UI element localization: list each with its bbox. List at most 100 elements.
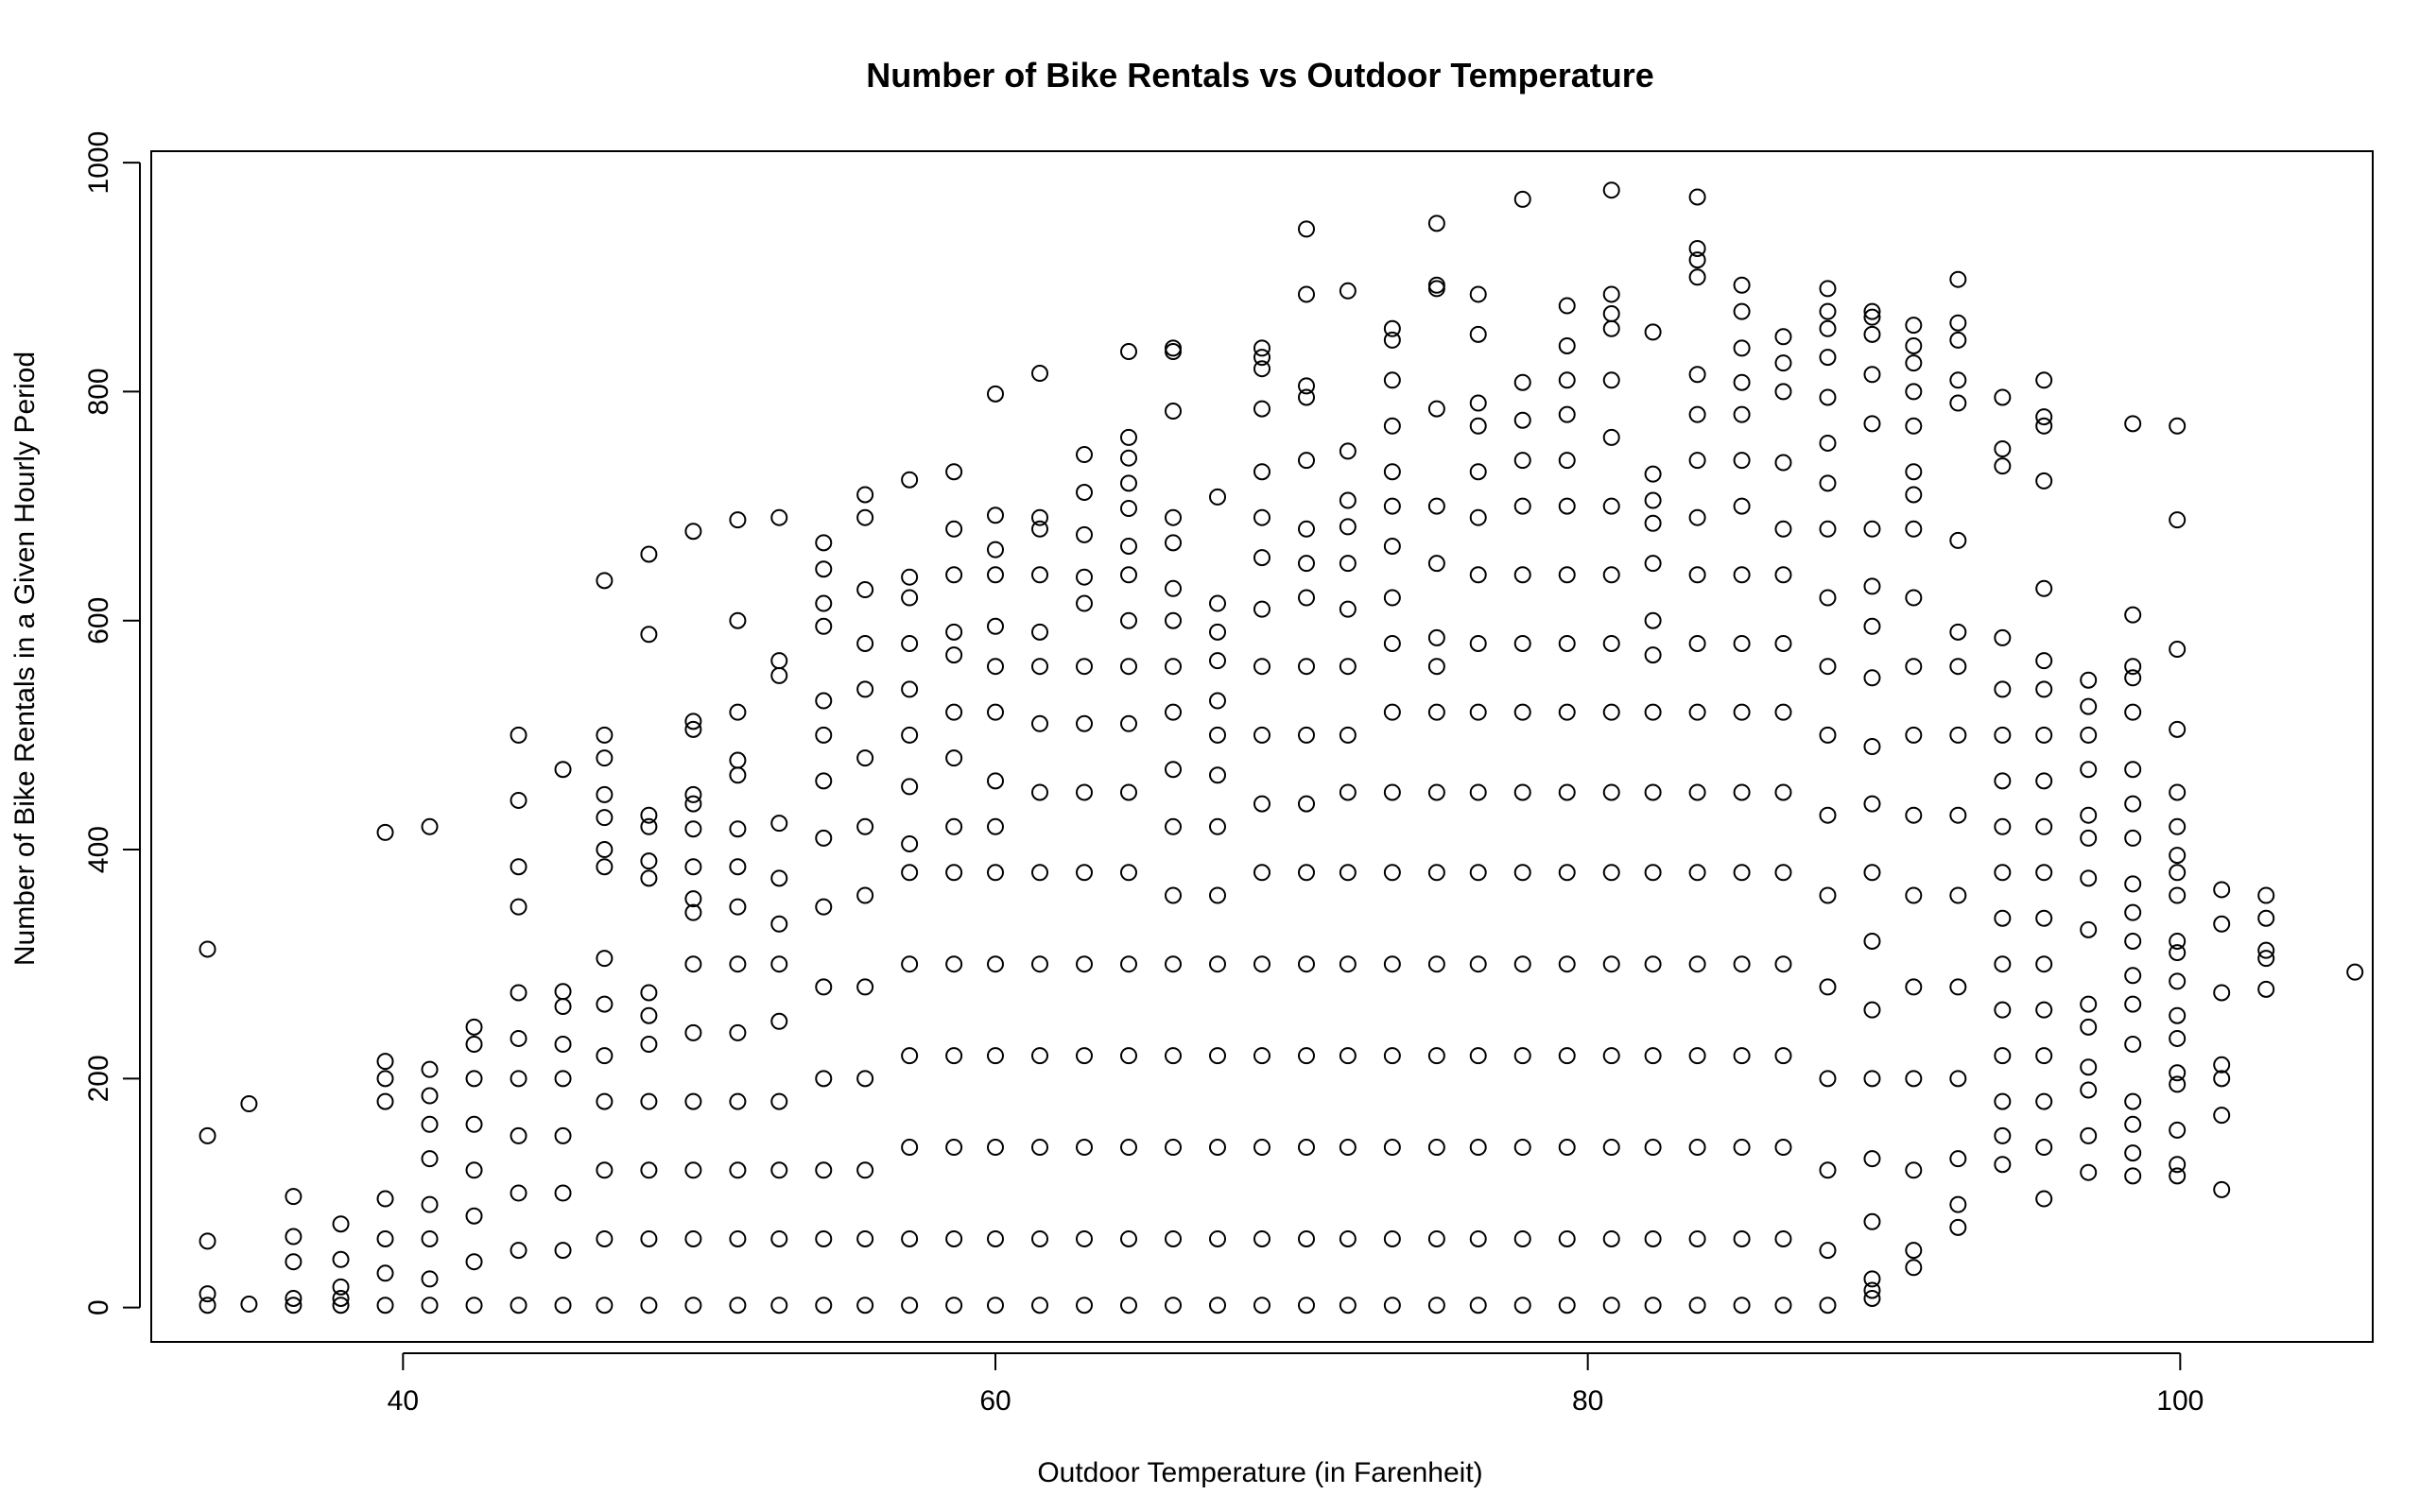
data-point: [1819, 1161, 1837, 1179]
data-point: [1339, 491, 1357, 509]
data-point: [1863, 308, 1881, 326]
data-point: [510, 1297, 527, 1314]
data-point: [945, 1047, 963, 1065]
data-point: [2213, 881, 2231, 899]
data-point: [1949, 394, 1967, 412]
data-point: [510, 726, 527, 744]
data-point: [1949, 371, 1967, 389]
data-point: [815, 726, 833, 744]
data-point: [1120, 864, 1137, 882]
data-point: [2080, 1126, 2098, 1144]
data-point: [1165, 534, 1182, 552]
data-point: [2124, 703, 2142, 721]
data-point: [465, 1207, 483, 1225]
data-point: [1165, 343, 1182, 361]
data-point: [1602, 634, 1620, 652]
data-point: [1905, 417, 1923, 435]
data-point: [1076, 594, 1093, 612]
data-point: [1644, 1139, 1662, 1157]
data-point: [1905, 336, 1923, 354]
data-point: [1298, 1139, 1315, 1157]
data-point: [815, 829, 833, 847]
data-point: [1602, 371, 1620, 389]
data-point: [1209, 726, 1226, 744]
data-point: [1602, 305, 1620, 323]
data-point: [1427, 628, 1445, 646]
data-point: [1774, 864, 1792, 882]
data-point: [1644, 514, 1662, 532]
data-point: [2080, 1081, 2098, 1099]
data-point: [1469, 703, 1487, 721]
data-point: [1644, 323, 1662, 341]
data-point: [465, 1018, 483, 1036]
data-point: [1165, 339, 1182, 357]
data-point: [2124, 1144, 2142, 1162]
data-point: [1558, 497, 1576, 515]
data-point: [1733, 1229, 1751, 1247]
data-point: [376, 1092, 394, 1110]
data-point: [1602, 1139, 1620, 1157]
data-point: [1513, 566, 1531, 584]
data-point: [856, 1297, 874, 1314]
data-point: [1209, 817, 1226, 835]
data-point: [376, 823, 394, 841]
data-point: [1819, 589, 1837, 607]
data-point: [1644, 555, 1662, 573]
data-point: [640, 545, 658, 563]
data-point: [1863, 1070, 1881, 1088]
data-point: [729, 955, 747, 973]
data-point: [1774, 1047, 1792, 1065]
data-point: [1076, 955, 1093, 973]
data-point: [1031, 714, 1048, 732]
data-point: [1298, 955, 1315, 973]
data-point: [1688, 1139, 1706, 1157]
data-point: [987, 507, 1004, 524]
data-point: [1558, 1229, 1576, 1247]
data-point: [1383, 371, 1401, 389]
data-point: [856, 1229, 874, 1247]
data-point: [1819, 302, 1837, 320]
data-point: [1120, 537, 1137, 555]
data-point: [1427, 1139, 1445, 1157]
data-point: [945, 623, 963, 641]
data-point: [1031, 508, 1048, 526]
data-point: [1774, 955, 1792, 973]
data-point: [770, 815, 788, 833]
data-point: [1427, 497, 1445, 515]
data-point: [640, 817, 658, 835]
data-point: [554, 761, 572, 779]
data-point: [1165, 761, 1182, 779]
data-point: [815, 692, 833, 710]
data-point: [1253, 658, 1270, 676]
data-point: [1165, 886, 1182, 904]
data-point: [1469, 864, 1487, 882]
data-point: [1863, 864, 1881, 882]
data-point: [332, 1278, 350, 1296]
data-point: [901, 680, 919, 698]
data-point: [815, 1161, 833, 1179]
data-point: [596, 1161, 614, 1179]
data-point: [901, 1297, 919, 1314]
data-point: [465, 1253, 483, 1271]
data-point: [332, 1297, 350, 1314]
data-point: [1644, 864, 1662, 882]
data-point: [2035, 1001, 2053, 1019]
data-point: [596, 785, 614, 803]
data-point: [1819, 388, 1837, 406]
data-point: [856, 486, 874, 504]
data-point: [815, 594, 833, 612]
data-point: [421, 1195, 439, 1213]
data-point: [1819, 658, 1837, 676]
data-point: [596, 841, 614, 859]
data-point: [1688, 268, 1706, 286]
data-point: [199, 1126, 216, 1144]
data-point: [1688, 955, 1706, 973]
y-tick-label: 200: [83, 1055, 114, 1102]
data-point: [1165, 1139, 1182, 1157]
data-point: [1994, 440, 2012, 457]
data-point: [1031, 955, 1048, 973]
data-point: [1688, 703, 1706, 721]
data-point: [1339, 600, 1357, 618]
data-point: [856, 508, 874, 526]
